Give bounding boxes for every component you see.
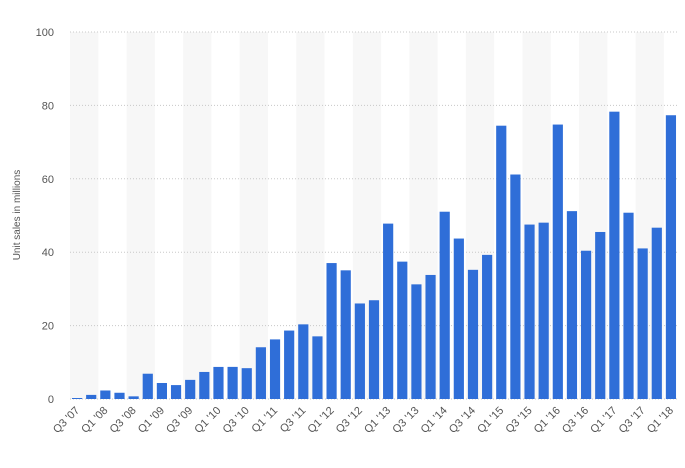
bar xyxy=(114,392,125,399)
bar xyxy=(354,303,365,399)
bar xyxy=(383,223,394,399)
x-tick-label: Q3 '17 xyxy=(617,405,648,436)
background-stripe xyxy=(183,32,212,399)
x-tick-label: Q1 '09 xyxy=(136,405,167,436)
y-tick-label: 80 xyxy=(42,100,54,112)
bar xyxy=(298,324,309,399)
bar xyxy=(284,330,295,399)
bar xyxy=(397,261,408,399)
bar xyxy=(241,368,252,399)
bar xyxy=(482,254,493,399)
bar xyxy=(71,398,83,399)
x-tick-label: Q3 '13 xyxy=(390,405,421,436)
x-tick-label: Q1 '10 xyxy=(192,405,223,436)
bar xyxy=(142,373,153,399)
y-tick-label: 20 xyxy=(42,321,54,333)
background-stripe xyxy=(126,32,155,399)
bar xyxy=(100,390,111,399)
bar xyxy=(170,385,182,399)
x-tick-label: Q3 '09 xyxy=(164,405,195,436)
background-stripe xyxy=(239,32,268,399)
bar xyxy=(213,366,224,399)
y-tick-label: 40 xyxy=(42,247,54,259)
bar xyxy=(510,174,521,399)
bar xyxy=(128,396,139,399)
bar xyxy=(340,270,351,399)
x-tick-label: Q3 '10 xyxy=(221,405,252,436)
x-tick-label: Q1 '15 xyxy=(475,405,506,436)
x-tick-label: Q3 '12 xyxy=(334,405,365,436)
bar xyxy=(552,124,563,399)
bar xyxy=(637,248,648,399)
x-tick-label: Q1 '17 xyxy=(588,405,619,436)
bar xyxy=(326,263,337,399)
bar xyxy=(524,224,535,399)
bar xyxy=(496,125,507,399)
bar xyxy=(566,211,578,399)
bar xyxy=(368,300,380,399)
bar xyxy=(439,211,450,399)
x-tick-label: Q3 '11 xyxy=(278,405,309,436)
y-tick-label: 60 xyxy=(42,174,54,186)
x-tick-label: Q1 '11 xyxy=(250,405,281,436)
bar xyxy=(453,238,464,399)
x-tick-label: Q3 '14 xyxy=(447,405,478,436)
bar xyxy=(227,366,238,399)
bar xyxy=(665,115,677,400)
x-tick-label: Q1 '14 xyxy=(419,405,450,436)
x-tick-label: Q3 '08 xyxy=(108,405,139,436)
bar xyxy=(595,231,606,399)
bar xyxy=(86,394,97,399)
bar xyxy=(651,227,662,399)
x-tick-label: Q1 '12 xyxy=(306,405,337,436)
background-stripe xyxy=(70,32,99,399)
bar xyxy=(411,284,422,399)
bar xyxy=(538,222,549,399)
x-tick-label: Q1 '13 xyxy=(362,405,393,436)
x-tick-label: Q1 '16 xyxy=(532,405,563,436)
bar xyxy=(312,336,323,399)
x-tick-label: Q3 '07 xyxy=(51,405,82,436)
x-tick-label: Q3 '15 xyxy=(503,405,534,436)
bar xyxy=(255,347,266,399)
x-tick-label: Q3 '16 xyxy=(560,405,591,436)
bar xyxy=(581,250,592,399)
bar xyxy=(185,379,196,399)
bar xyxy=(425,274,436,399)
bar xyxy=(467,269,479,399)
bar xyxy=(199,371,210,399)
bar xyxy=(269,339,281,399)
bar xyxy=(609,111,620,400)
y-axis-label: Unit sales in millions xyxy=(12,170,23,261)
bar xyxy=(623,212,634,399)
y-tick-label: 100 xyxy=(36,27,54,39)
x-tick-label: Q1 '08 xyxy=(79,405,110,436)
bar xyxy=(156,382,167,399)
y-tick-label: 0 xyxy=(48,394,54,406)
x-tick-label: Q1 '18 xyxy=(645,405,676,436)
